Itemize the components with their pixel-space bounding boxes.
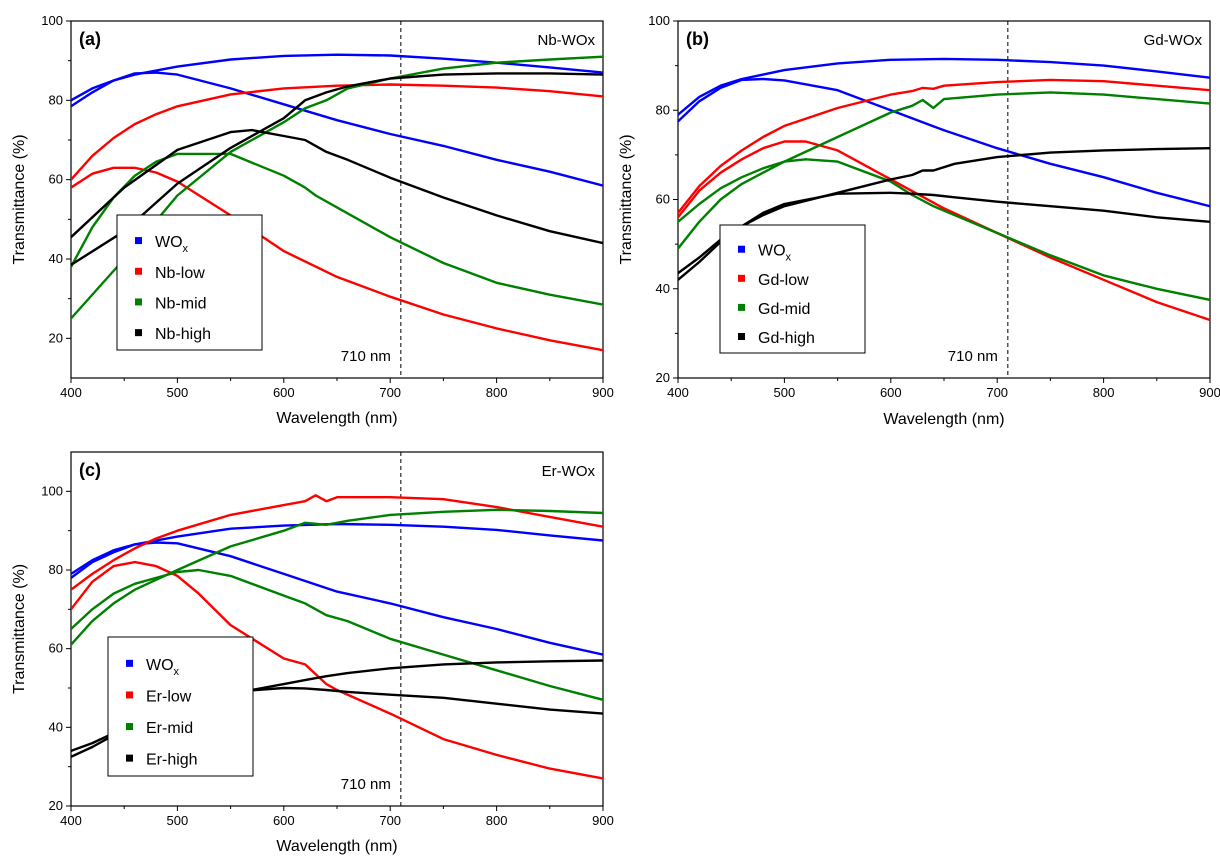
x-tick-label: 800	[1093, 385, 1115, 400]
series-line-wox-2	[71, 541, 603, 656]
x-axis-label: Wavelength (nm)	[883, 411, 1004, 428]
legend-marker	[126, 691, 133, 699]
y-tick-label: 100	[41, 483, 63, 498]
material-label: Er-WOx	[542, 463, 596, 480]
y-tick-label: 100	[41, 13, 63, 28]
legend-label: Nb-low	[155, 265, 205, 282]
x-tick-label: 500	[167, 385, 189, 400]
series-line-er-mid-2	[71, 568, 603, 701]
y-axis-label: Transmittance (%)	[618, 134, 635, 264]
chart-panel-2: 400 500 600 700 800 900 20 40 60 80 100 Wavelength …	[618, 13, 1220, 428]
series-line-nb-high-2	[71, 128, 603, 245]
legend-marker	[126, 754, 133, 762]
x-axis-label: Wavelength (nm)	[276, 410, 397, 427]
panel-label: (c)	[79, 460, 101, 480]
legend: WOx Nb-low Nb-mid Nb-high	[116, 214, 263, 351]
x-tick-label: 900	[1199, 385, 1220, 400]
series-line-er-low-1	[71, 494, 603, 591]
y-tick-label: 20	[656, 370, 670, 385]
legend-label: Er-high	[146, 752, 198, 769]
y-tick-label: 100	[648, 13, 670, 28]
x-tick-label: 500	[774, 385, 796, 400]
x-tick-label: 700	[986, 385, 1008, 400]
legend-marker	[738, 303, 745, 311]
series-line-er-low-2	[71, 560, 603, 780]
y-axis-label: Transmittance (%)	[11, 134, 28, 264]
annotation-label: 710 nm	[341, 776, 391, 793]
y-tick-label: 20	[49, 798, 63, 813]
y-tick-label: 20	[49, 330, 63, 345]
series-line-nb-low-1	[71, 83, 603, 181]
x-tick-label: 900	[592, 813, 614, 828]
x-axis-label: Wavelength (nm)	[276, 838, 397, 855]
series-line-wox-1	[71, 522, 603, 576]
y-tick-label: 40	[656, 281, 670, 296]
legend-label: Er-low	[146, 688, 192, 705]
series-line-wox-1	[678, 57, 1210, 116]
legend-label: Er-mid	[146, 720, 193, 737]
y-tick-label: 60	[49, 641, 63, 656]
series-line-nb-high-1	[71, 72, 603, 267]
x-tick-label: 800	[486, 385, 508, 400]
series-line-wox-2	[71, 71, 603, 187]
y-tick-label: 80	[49, 562, 63, 577]
x-tick-label: 700	[379, 385, 401, 400]
panel-label: (b)	[686, 29, 709, 49]
legend-label: Nb-high	[155, 326, 211, 343]
data-lines	[678, 57, 1210, 322]
legend-marker	[135, 329, 142, 337]
legend-marker	[126, 659, 133, 667]
data-lines	[71, 53, 603, 352]
x-tick-label: 700	[379, 813, 401, 828]
series-line-nb-mid-2	[71, 55, 603, 320]
legend: WOx Gd-low Gd-mid Gd-high	[719, 224, 866, 354]
series-line-gd-low-2	[678, 140, 1210, 322]
series-line-gd-mid-1	[678, 91, 1210, 250]
legend-label: WOx	[146, 657, 180, 678]
x-tick-label: 600	[273, 813, 295, 828]
legend-label: Nb-mid	[155, 295, 207, 312]
legend-label: WOx	[155, 234, 189, 255]
y-tick-label: 80	[656, 102, 670, 117]
annotation-label: 710 nm	[948, 348, 998, 365]
y-tick-label: 80	[49, 92, 63, 107]
material-label: Gd-WOx	[1144, 32, 1203, 49]
x-tick-label: 400	[60, 813, 82, 828]
legend-label: Gd-low	[758, 272, 809, 289]
y-tick-label: 60	[656, 192, 670, 207]
y-axis-label: Transmittance (%)	[11, 564, 28, 694]
legend-marker	[135, 298, 142, 306]
series-line-gd-mid-2	[678, 158, 1210, 302]
legend-marker	[738, 274, 745, 282]
legend-marker	[738, 245, 745, 253]
legend-label: Gd-high	[758, 330, 815, 347]
x-tick-label: 600	[273, 385, 295, 400]
y-tick-label: 40	[49, 719, 63, 734]
x-tick-label: 600	[880, 385, 902, 400]
legend-marker	[126, 723, 133, 731]
panel-label: (a)	[79, 29, 101, 49]
legend-marker	[135, 267, 142, 275]
series-line-gd-low-1	[678, 78, 1210, 215]
x-tick-label: 900	[592, 385, 614, 400]
legend-marker	[738, 333, 745, 340]
chart-panel-1: 400 500 600 700 800 900 20 40 60 80 100 Wavelength …	[11, 13, 614, 427]
annotation-label: 710 nm	[341, 348, 391, 365]
series-line-er-mid-1	[71, 508, 603, 646]
material-label: Nb-WOx	[538, 32, 596, 49]
x-tick-label: 500	[167, 813, 189, 828]
chart-panel-3: 400 500 600 700 800 900 20 40 60 80 100 Wavelength …	[11, 451, 614, 855]
legend-marker	[135, 237, 142, 245]
legend-label: WOx	[758, 243, 792, 264]
legend: WOx Er-low Er-mid Er-high	[107, 636, 254, 777]
legend-label: Gd-mid	[758, 301, 810, 318]
x-tick-label: 800	[486, 813, 508, 828]
y-tick-label: 60	[49, 172, 63, 187]
x-tick-label: 400	[60, 385, 82, 400]
y-tick-label: 40	[49, 251, 63, 266]
x-tick-label: 400	[667, 385, 689, 400]
